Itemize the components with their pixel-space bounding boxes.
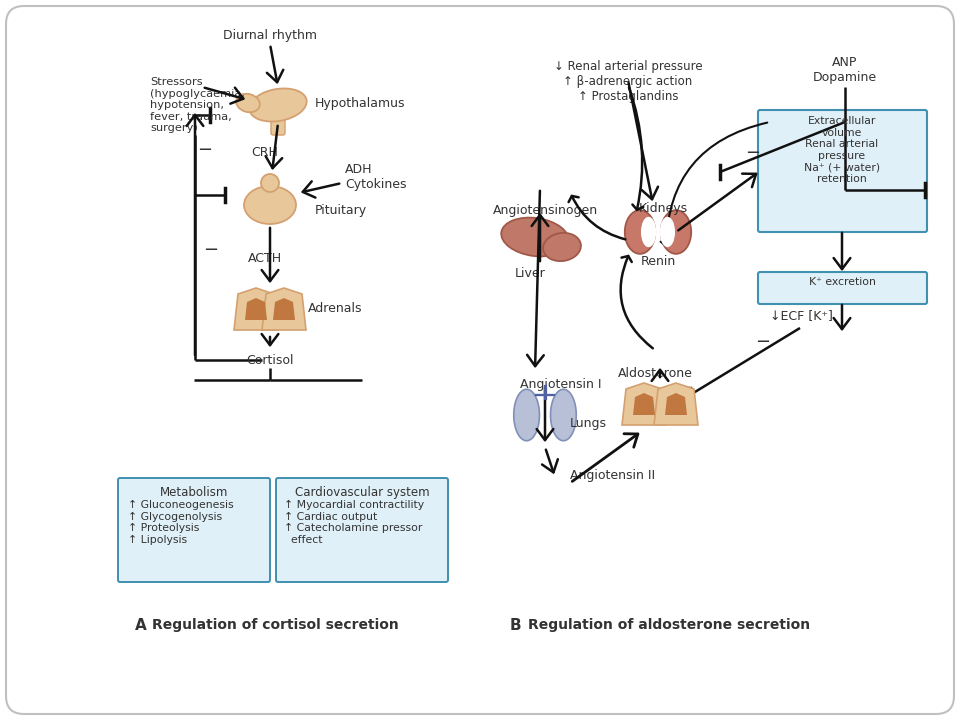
Text: Lungs: Lungs xyxy=(570,416,607,430)
Text: ADH
Cytokines: ADH Cytokines xyxy=(345,163,406,191)
Text: ↑ Myocardial contractility
↑ Cardiac output
↑ Catecholamine pressor
  effect: ↑ Myocardial contractility ↑ Cardiac out… xyxy=(284,500,424,545)
Text: −: − xyxy=(203,240,218,258)
Text: Extracellular
volume
Renal arterial
pressure
Na⁺ (+ water)
retention: Extracellular volume Renal arterial pres… xyxy=(804,116,880,184)
Text: Cortisol: Cortisol xyxy=(247,354,294,366)
Text: Liver: Liver xyxy=(515,267,545,280)
Text: ↓ Renal arterial pressure
↑ β-adrenergic action
↑ Prostaglandins: ↓ Renal arterial pressure ↑ β-adrenergic… xyxy=(554,60,703,103)
FancyBboxPatch shape xyxy=(118,478,270,582)
Ellipse shape xyxy=(250,89,306,122)
FancyBboxPatch shape xyxy=(276,478,448,582)
Text: Pituitary: Pituitary xyxy=(315,204,367,217)
Text: −: − xyxy=(745,144,760,162)
FancyBboxPatch shape xyxy=(758,272,927,304)
FancyBboxPatch shape xyxy=(758,110,927,232)
Text: Kidneys: Kidneys xyxy=(638,202,687,215)
Ellipse shape xyxy=(660,217,675,247)
Ellipse shape xyxy=(543,233,581,261)
Ellipse shape xyxy=(641,217,656,247)
Polygon shape xyxy=(234,288,278,330)
Text: ↓ECF [K⁺]: ↓ECF [K⁺] xyxy=(770,310,833,323)
Text: Hypothalamus: Hypothalamus xyxy=(315,96,405,109)
Text: Metabolism: Metabolism xyxy=(159,486,228,499)
Ellipse shape xyxy=(660,210,691,254)
Text: ↑ Gluconeogenesis
↑ Glycogenolysis
↑ Proteolysis
↑ Lipolysis: ↑ Gluconeogenesis ↑ Glycogenolysis ↑ Pro… xyxy=(128,500,233,545)
Ellipse shape xyxy=(244,186,296,224)
Ellipse shape xyxy=(625,210,655,254)
Text: Adrenals: Adrenals xyxy=(308,302,363,315)
Polygon shape xyxy=(273,298,295,320)
Text: ACTH: ACTH xyxy=(248,251,282,264)
Text: B: B xyxy=(510,618,521,632)
Text: K⁺ excretion: K⁺ excretion xyxy=(808,277,876,287)
Polygon shape xyxy=(262,288,306,330)
Ellipse shape xyxy=(236,94,260,112)
Text: A: A xyxy=(135,618,147,632)
Text: Stressors
(hypoglycaemia,
hypotension,
fever, trauma,
surgery): Stressors (hypoglycaemia, hypotension, f… xyxy=(150,77,245,133)
Text: CRH: CRH xyxy=(252,145,278,158)
Text: −: − xyxy=(755,333,770,351)
Polygon shape xyxy=(654,383,698,425)
Polygon shape xyxy=(245,298,267,320)
Ellipse shape xyxy=(261,174,279,192)
Polygon shape xyxy=(665,393,687,415)
Text: Aldosterone: Aldosterone xyxy=(617,367,692,380)
FancyBboxPatch shape xyxy=(6,6,954,714)
Text: Regulation of aldosterone secretion: Regulation of aldosterone secretion xyxy=(528,618,810,632)
Text: Angiotensinogen: Angiotensinogen xyxy=(492,204,597,217)
Text: Renin: Renin xyxy=(640,255,676,268)
Polygon shape xyxy=(551,390,576,441)
Text: Regulation of cortisol secretion: Regulation of cortisol secretion xyxy=(152,618,398,632)
Text: ANP
Dopamine: ANP Dopamine xyxy=(813,56,877,84)
Polygon shape xyxy=(633,393,655,415)
Text: −: − xyxy=(197,141,212,159)
Text: Angiotensin I: Angiotensin I xyxy=(520,378,602,391)
Text: Angiotensin II: Angiotensin II xyxy=(570,469,655,482)
Ellipse shape xyxy=(501,217,568,256)
FancyBboxPatch shape xyxy=(271,113,285,135)
Polygon shape xyxy=(622,383,666,425)
Text: Cardiovascular system: Cardiovascular system xyxy=(295,486,429,499)
Polygon shape xyxy=(514,390,540,441)
Text: Diurnal rhythm: Diurnal rhythm xyxy=(223,29,317,42)
